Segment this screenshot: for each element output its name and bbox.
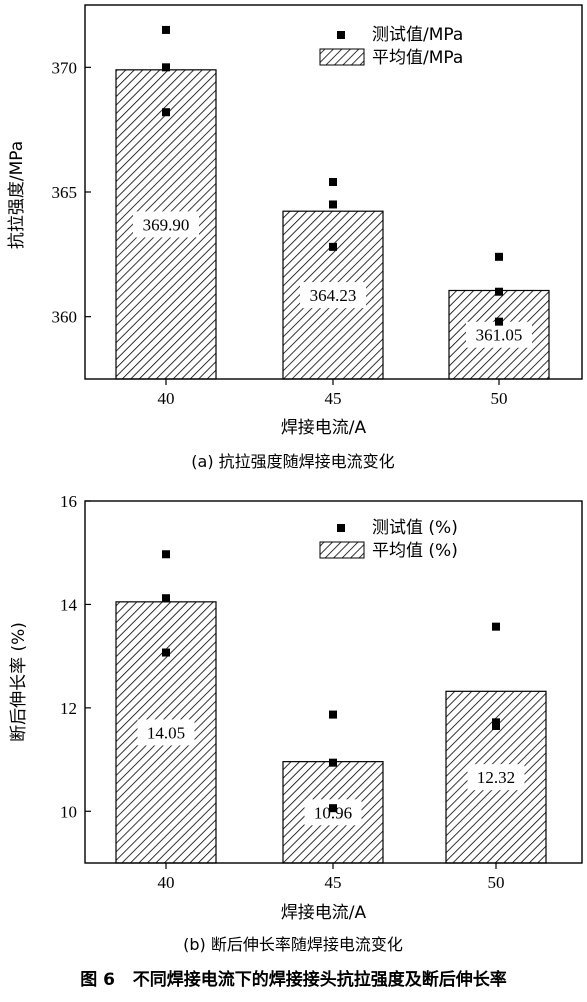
- bar-value-label: 14.05: [147, 723, 185, 742]
- figure-caption-text: 不同焊接电流下的焊接接头抗拉强度及断后伸长率: [132, 970, 507, 990]
- data-point: [162, 550, 170, 559]
- bar-value-label: 12.32: [477, 768, 515, 787]
- y-tick-label: 12: [60, 699, 77, 718]
- x-tick-label: 40: [158, 389, 175, 408]
- y-tick-label: 10: [60, 802, 77, 821]
- bar-value-label-bg: [133, 211, 199, 238]
- figure-caption: 图 6 不同焊接电流下的焊接接头抗拉强度及断后伸长率: [0, 965, 587, 990]
- data-point: [495, 252, 503, 261]
- y-tick-label: 365: [52, 183, 78, 202]
- x-axis-label: 焊接电流/A: [281, 418, 367, 438]
- bar-value-label-bg: [300, 282, 366, 309]
- data-point: [162, 108, 170, 117]
- data-point: [492, 622, 500, 631]
- chart-figure: 369.90 364.23 361.05 360 365 370 40 45 50 焊接电流/A 抗…: [7, 4, 583, 954]
- bar-value-label: 369.90: [143, 215, 190, 234]
- x-tick-label: 50: [491, 389, 508, 408]
- legend-marker-points: [337, 31, 345, 39]
- y-tick-label: 14: [60, 595, 78, 614]
- y-axis-label: 断后伸长率 (%): [9, 622, 29, 742]
- data-point: [162, 25, 170, 34]
- data-point: [329, 242, 337, 251]
- legend-marker-points: [337, 524, 345, 532]
- data-point: [495, 287, 503, 296]
- x-tick-label: 50: [488, 873, 505, 892]
- bar-value-label-bg: [137, 719, 195, 746]
- bar-value-label-bg: [304, 799, 362, 826]
- legend-label-bars: 平均值 (%): [372, 541, 458, 561]
- y-tick-label: 16: [60, 492, 77, 511]
- data-point: [162, 648, 170, 657]
- x-tick-label: 40: [158, 873, 175, 892]
- y-axis-label: 抗拉强度/MPa: [7, 141, 27, 249]
- bar-value-label: 361.05: [476, 326, 523, 345]
- legend-swatch-bars: [319, 541, 365, 559]
- data-point: [162, 594, 170, 603]
- data-point: [329, 178, 337, 187]
- x-tick-label: 45: [325, 389, 342, 408]
- legend-swatch-bars: [319, 48, 365, 66]
- data-point: [329, 804, 337, 813]
- data-point: [495, 317, 503, 326]
- x-tick-label: 45: [325, 873, 342, 892]
- figure-caption-prefix: 图 6: [80, 970, 115, 990]
- bar-value-label: 364.23: [310, 286, 357, 305]
- data-point: [329, 200, 337, 209]
- chart-panel-a: 369.90 364.23 361.05 360 365 370 40 45 50 焊接电流/A 抗…: [7, 4, 583, 471]
- chart-panel-b: 14.05 10.96 12.32 10 12 14 16 40 45 50 焊接电流/A 断后伸长率…: [9, 492, 583, 954]
- bar-value-label: 10.96: [314, 803, 352, 822]
- legend-label-points: 测试值/MPa: [372, 25, 463, 45]
- panel-caption: (a) 抗拉强度随焊接电流变化: [191, 452, 394, 471]
- bar-value-label-bg: [466, 321, 532, 348]
- panel-caption: (b) 断后伸长率随焊接电流变化: [183, 935, 403, 954]
- legend-label-bars: 平均值/MPa: [372, 48, 463, 68]
- y-tick-label: 370: [52, 58, 78, 77]
- y-tick-label: 360: [52, 308, 78, 327]
- data-point: [162, 63, 170, 72]
- x-axis-label: 焊接电流/A: [281, 903, 367, 923]
- data-point: [329, 758, 337, 767]
- data-point: [492, 721, 500, 730]
- bar-value-label-bg: [467, 764, 525, 791]
- legend-label-points: 测试值 (%): [372, 518, 458, 538]
- data-point: [329, 710, 337, 719]
